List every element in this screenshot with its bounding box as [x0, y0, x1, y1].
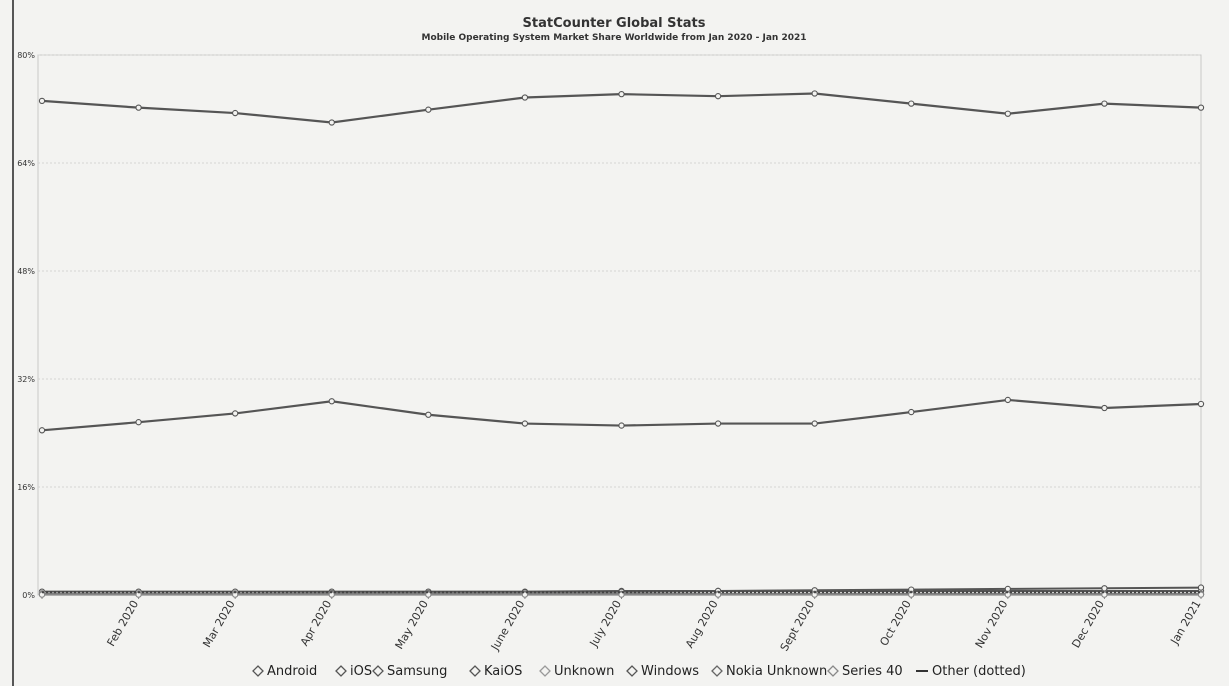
- legend-label-unknown: Unknown: [554, 664, 614, 679]
- data-point-series-40: [425, 591, 432, 598]
- data-point-ios: [1197, 400, 1205, 408]
- legend-label-samsung: Samsung: [387, 664, 447, 679]
- y-tick-label: 0%: [22, 591, 35, 600]
- legend-swatch-series-40: [827, 665, 839, 677]
- data-point-series-40: [1197, 591, 1205, 598]
- data-point-ios: [521, 420, 529, 427]
- legend-label-other-dotted: Other (dotted): [932, 664, 1026, 679]
- data-point-ios: [714, 420, 722, 427]
- data-point-android: [908, 100, 915, 107]
- legend-label-kaios: KaiOS: [484, 664, 522, 679]
- y-tick-label: 32%: [17, 375, 35, 384]
- data-point-android: [618, 91, 625, 98]
- y-tick-label: 48%: [17, 267, 35, 276]
- data-point-android: [811, 90, 818, 97]
- data-point-ios: [908, 408, 915, 416]
- data-point-android: [521, 94, 529, 101]
- data-point-android: [232, 109, 239, 117]
- legend-swatch-kaios: [469, 665, 481, 677]
- legend-swatch-ios: [335, 665, 347, 677]
- y-tick-label: 16%: [17, 483, 35, 492]
- data-point-ios: [618, 422, 625, 429]
- legend-swatch-nokia-unknown: [711, 665, 723, 677]
- legend-label-series-40: Series 40: [842, 664, 903, 679]
- data-point-android: [328, 119, 335, 126]
- legend-label-ios: iOS: [350, 664, 372, 679]
- data-point-android: [714, 93, 722, 100]
- data-point-series-40: [521, 591, 529, 598]
- data-point-ios: [425, 411, 432, 418]
- data-point-kaios: [1197, 584, 1205, 591]
- data-point-ios: [1004, 396, 1011, 404]
- data-point-ios: [232, 410, 239, 417]
- data-point-series-40: [618, 591, 625, 598]
- y-tick-label: 64%: [17, 159, 35, 168]
- legend-swatch-unknown: [539, 665, 551, 677]
- data-point-android: [135, 104, 142, 111]
- data-point-android: [1004, 110, 1011, 117]
- data-point-ios: [38, 427, 46, 434]
- data-point-android: [38, 97, 46, 105]
- data-point-android: [1101, 100, 1108, 107]
- data-point-android: [1197, 104, 1205, 111]
- legend: Android iOS Samsung KaiOS Unknown Windows Noki…: [252, 664, 1026, 679]
- chart-subtitle: Mobile Operating System Market Share Wor…: [422, 33, 807, 43]
- data-point-ios: [1101, 404, 1108, 412]
- legend-label-nokia-unknown: Nokia Unknown: [726, 664, 827, 679]
- data-point-ios: [811, 420, 818, 427]
- data-point-kaios: [1101, 585, 1108, 592]
- data-point-series-40: [1101, 591, 1108, 598]
- data-point-ios: [328, 398, 335, 405]
- y-tick-label: 80%: [17, 51, 35, 60]
- data-point-ios: [135, 419, 142, 426]
- legend-label-windows: Windows: [641, 664, 699, 679]
- legend-swatch-android: [252, 665, 264, 677]
- legend-label-android: Android: [267, 664, 317, 679]
- chart-title: StatCounter Global Stats: [523, 16, 706, 31]
- legend-swatch-windows: [626, 665, 638, 677]
- data-point-android: [425, 106, 432, 113]
- legend-swatch-samsung: [372, 665, 384, 677]
